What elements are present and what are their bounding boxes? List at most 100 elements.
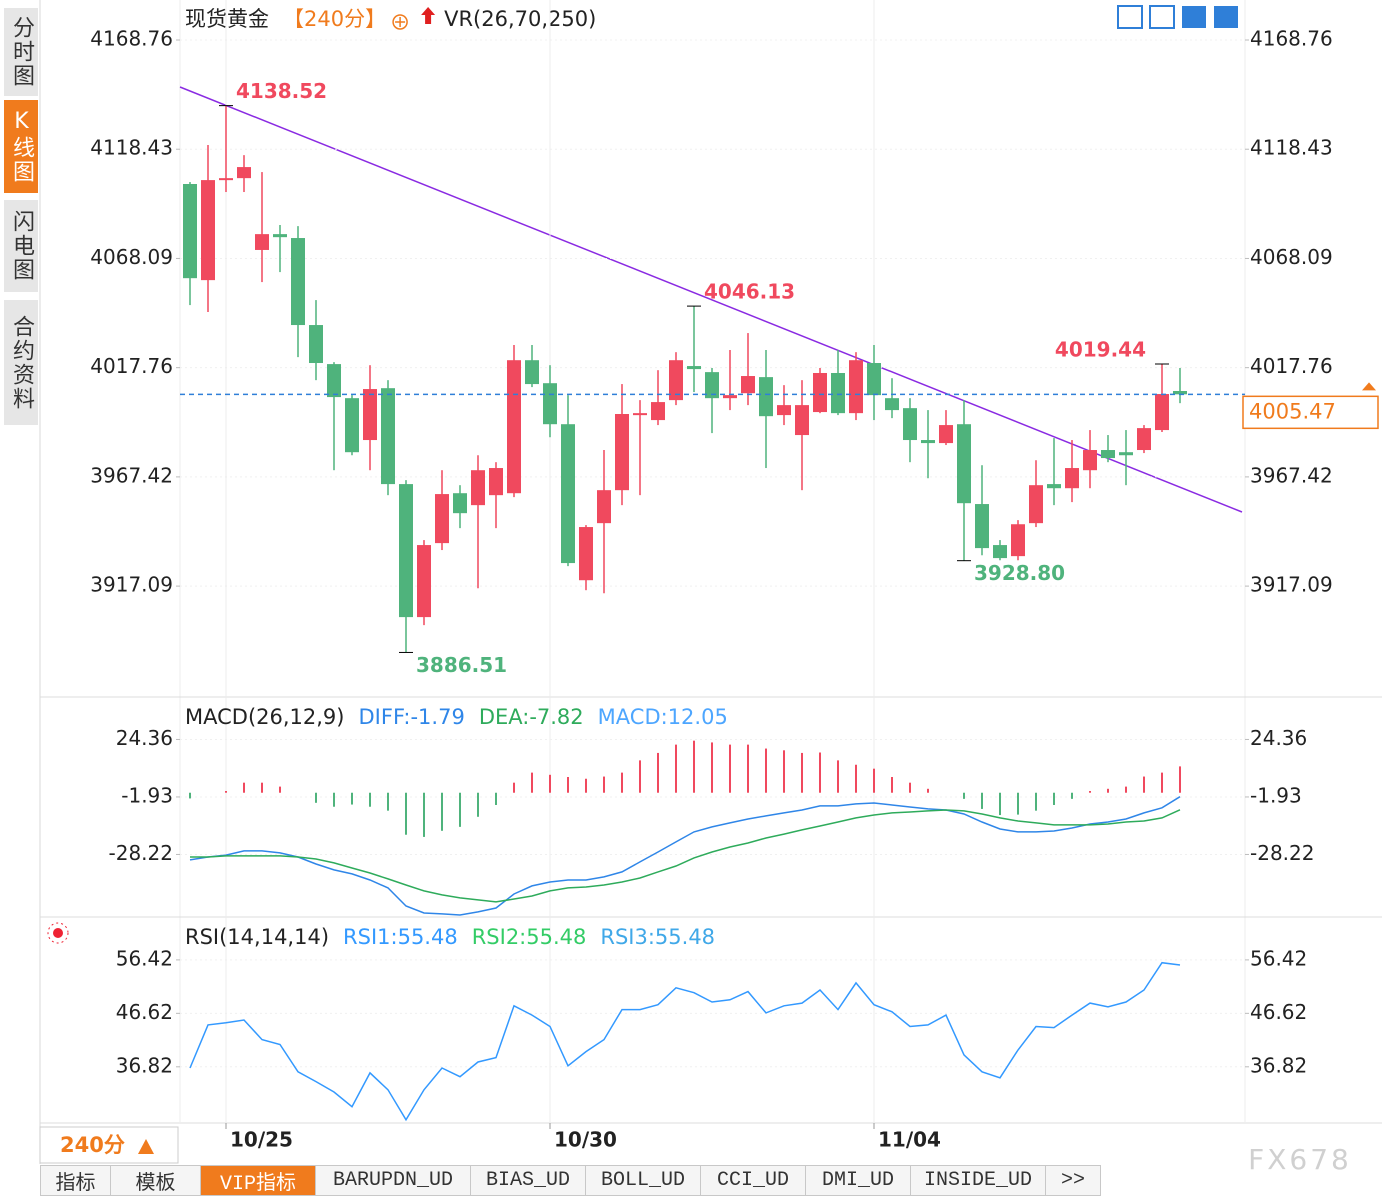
candle-body [507, 360, 521, 494]
candle-body [237, 167, 251, 179]
candle-body [813, 372, 827, 413]
candle-body [705, 372, 719, 399]
high-label: 4046.13 [704, 280, 795, 304]
candle-body [1137, 428, 1151, 451]
candle-body [399, 484, 413, 618]
y-tick-label: -28.22 [109, 841, 173, 865]
tool-icon[interactable] [1214, 6, 1238, 28]
tab[interactable]: VIP指标 [201, 1165, 316, 1196]
candle-body [1047, 484, 1061, 489]
candle-body [543, 383, 557, 425]
y-tick-label: 46.62 [116, 1000, 173, 1024]
y-tick-label-right: -28.22 [1250, 841, 1314, 865]
candle-body [741, 376, 755, 394]
tab-bar: 指标 模板 VIP指标 BARUPDN_UD BIAS_UD BOLL_UD CCI_UD D… [40, 1165, 1101, 1196]
current-price-flag [1362, 382, 1376, 391]
candle-body [471, 470, 485, 506]
y-tick-label-right: 46.62 [1250, 1000, 1307, 1024]
period-label: 【240分】 [283, 7, 386, 31]
y-tick-label: -1.93 [121, 783, 173, 807]
y-tick-label: 24.36 [116, 726, 173, 750]
x-tick-label: 10/30 [554, 1128, 617, 1152]
sidebar-item[interactable]: K线图 [4, 100, 38, 193]
sun-core [53, 928, 63, 938]
candle-body [651, 402, 665, 421]
candle-body [1083, 450, 1097, 471]
legend-entry: RSI1:55.48 [343, 925, 458, 949]
candle-body [777, 405, 791, 416]
candle-body [1155, 394, 1169, 431]
low-label: 3886.51 [416, 653, 507, 677]
sun-rays [47, 922, 69, 944]
candle-body [939, 425, 953, 444]
candle-body [849, 360, 863, 414]
sun-icon [47, 922, 69, 944]
watermark: FX678 [1248, 1143, 1352, 1176]
x-tick-label: 10/25 [230, 1128, 293, 1152]
sidebar-item[interactable]: 合约资料 [4, 300, 38, 425]
candle-body [903, 408, 917, 441]
candle-body [993, 545, 1007, 559]
instrument-title: 现货黄金 [185, 7, 269, 31]
y-tick-label-right: 4168.76 [1250, 27, 1333, 51]
tool-icon[interactable] [1182, 6, 1206, 28]
y-tick-label: 4068.09 [90, 245, 173, 269]
tab[interactable]: CCI_UD [701, 1165, 806, 1196]
add-icon-cross [395, 17, 406, 27]
tab[interactable]: INSIDE_UD [911, 1165, 1046, 1196]
candle-body [291, 238, 305, 326]
candle-body [525, 360, 539, 385]
candle-body [1065, 468, 1079, 489]
indicator-title: RSI(14,14,14) [185, 925, 329, 949]
candle-body [597, 490, 611, 524]
legend-entry: RSI2:55.48 [472, 925, 587, 949]
candle-body [327, 364, 341, 398]
series-line [189, 961, 1181, 1122]
y-tick-label: 4017.76 [90, 354, 173, 378]
candle-body [183, 184, 197, 279]
candle-body [669, 360, 683, 401]
trendline [179, 86, 1243, 513]
candle-body [687, 366, 701, 370]
indicator-label: VR(26,70,250) [444, 7, 596, 31]
legend-entry: RSI3:55.48 [600, 925, 715, 949]
tool-icon[interactable] [1117, 5, 1143, 29]
candle-body [453, 493, 467, 514]
candle-body [345, 398, 359, 453]
candle-body [723, 395, 737, 399]
tab[interactable]: 指标 [40, 1165, 111, 1196]
candle-body [795, 405, 809, 436]
sidebar-item[interactable]: 闪电图 [4, 200, 38, 292]
tab[interactable]: DMI_UD [806, 1165, 911, 1196]
low-label: 3928.80 [974, 561, 1065, 585]
period-selector[interactable] [39, 1126, 179, 1164]
legend-entry: DIFF:-1.79 [359, 705, 465, 729]
y-tick-label: 4118.43 [90, 136, 173, 160]
sidebar-item[interactable]: 分时图 [4, 8, 38, 96]
tab[interactable]: 模板 [111, 1165, 201, 1196]
candle-body [381, 388, 395, 485]
candle-body [1119, 452, 1133, 456]
candle-body [633, 413, 647, 416]
tab[interactable]: BIAS_UD [471, 1165, 586, 1196]
y-tick-label: 3917.09 [90, 573, 173, 597]
y-tick-label: 4168.76 [90, 27, 173, 51]
y-tick-label-right: 24.36 [1250, 726, 1307, 750]
candle-body [579, 527, 593, 581]
tab[interactable]: BARUPDN_UD [316, 1165, 471, 1196]
add-icon [392, 14, 408, 30]
y-tick-label: 36.82 [116, 1053, 173, 1077]
candle-body [1173, 391, 1187, 395]
legend-entry: DEA:-7.82 [479, 705, 584, 729]
x-tick-label: 11/04 [878, 1128, 941, 1152]
period-arrow [138, 1139, 154, 1154]
high-label: 4138.52 [236, 79, 327, 103]
tab[interactable]: >> [1046, 1165, 1101, 1196]
tool-icon[interactable] [1149, 5, 1175, 29]
candle-body [759, 377, 773, 417]
high-label: 4019.44 [1055, 338, 1146, 362]
candle-body [363, 389, 377, 441]
series-line [189, 796, 1181, 916]
tab[interactable]: BOLL_UD [586, 1165, 701, 1196]
